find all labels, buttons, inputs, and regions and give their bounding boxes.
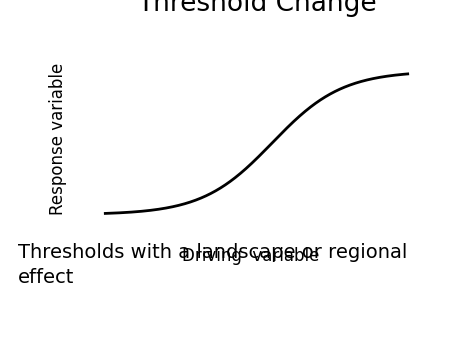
Text: Threshold Change: Threshold Change — [137, 0, 376, 17]
Text: Driving  variable: Driving variable — [181, 247, 319, 265]
Text: Thresholds with a landscape or regional
effect: Thresholds with a landscape or regional … — [18, 243, 407, 287]
Text: Response variable: Response variable — [49, 63, 67, 215]
